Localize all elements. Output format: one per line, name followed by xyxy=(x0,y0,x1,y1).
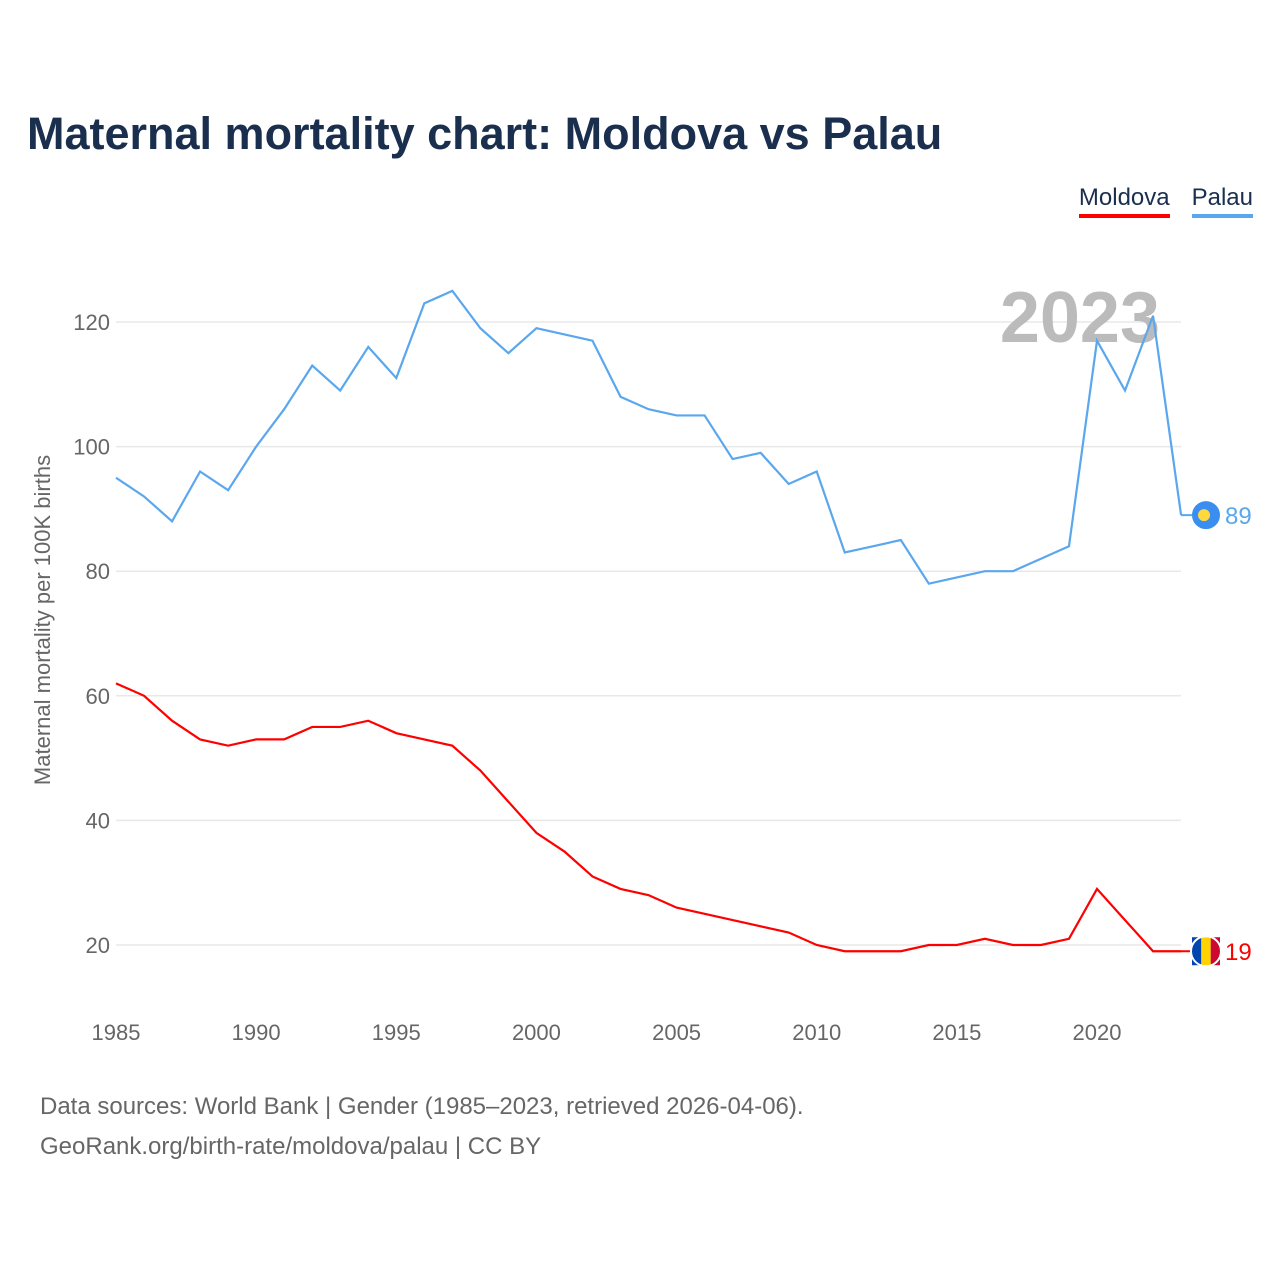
moldova-flag-icon xyxy=(1192,937,1202,966)
flag-mask xyxy=(1190,935,1222,968)
legend: Moldova Palau xyxy=(1078,184,1253,218)
end-value-label: 19 xyxy=(1225,939,1252,966)
x-tick-label: 1990 xyxy=(232,1020,281,1045)
legend-palau[interactable]: Palau xyxy=(1191,184,1253,218)
x-tick-label: 1995 xyxy=(372,1020,421,1045)
moldova-flag-red xyxy=(1210,937,1220,966)
x-tick-label: 1985 xyxy=(92,1020,141,1045)
y-tick-label: 60 xyxy=(86,684,110,709)
x-tick-label: 2010 xyxy=(792,1020,841,1045)
footer: Data sources: World Bank | Gender (1985–… xyxy=(40,1087,804,1167)
y-tick-label: 120 xyxy=(73,310,110,335)
moldova-flag-yellow xyxy=(1201,937,1211,966)
x-tick-label: 2020 xyxy=(1073,1020,1122,1045)
palau-flag-moon xyxy=(1198,509,1210,522)
source-link[interactable]: GeoRank.org/birth-rate/moldova/palau | C… xyxy=(40,1133,542,1160)
y-tick-label: 20 xyxy=(86,933,110,958)
y-tick-label: 100 xyxy=(73,435,110,460)
chart-title: Maternal mortality chart: Moldova vs Pal… xyxy=(27,108,943,159)
legend-moldova[interactable]: Moldova xyxy=(1078,184,1170,218)
y-tick-label: 80 xyxy=(86,559,110,584)
x-tick-label: 2000 xyxy=(512,1020,561,1045)
data-source: Data sources: World Bank | Gender (1985–… xyxy=(40,1093,804,1120)
y-tick-label: 40 xyxy=(86,808,110,833)
series-line-moldova xyxy=(115,682,1182,953)
y-axis-label: Maternal mortality per 100K births xyxy=(30,455,55,785)
x-tick-label: 2005 xyxy=(652,1020,701,1045)
x-tick-label: 2015 xyxy=(932,1020,981,1045)
end-value-label: 89 xyxy=(1225,503,1252,530)
series-line-palau xyxy=(115,289,1183,585)
year-watermark: 2023 xyxy=(1000,278,1160,358)
